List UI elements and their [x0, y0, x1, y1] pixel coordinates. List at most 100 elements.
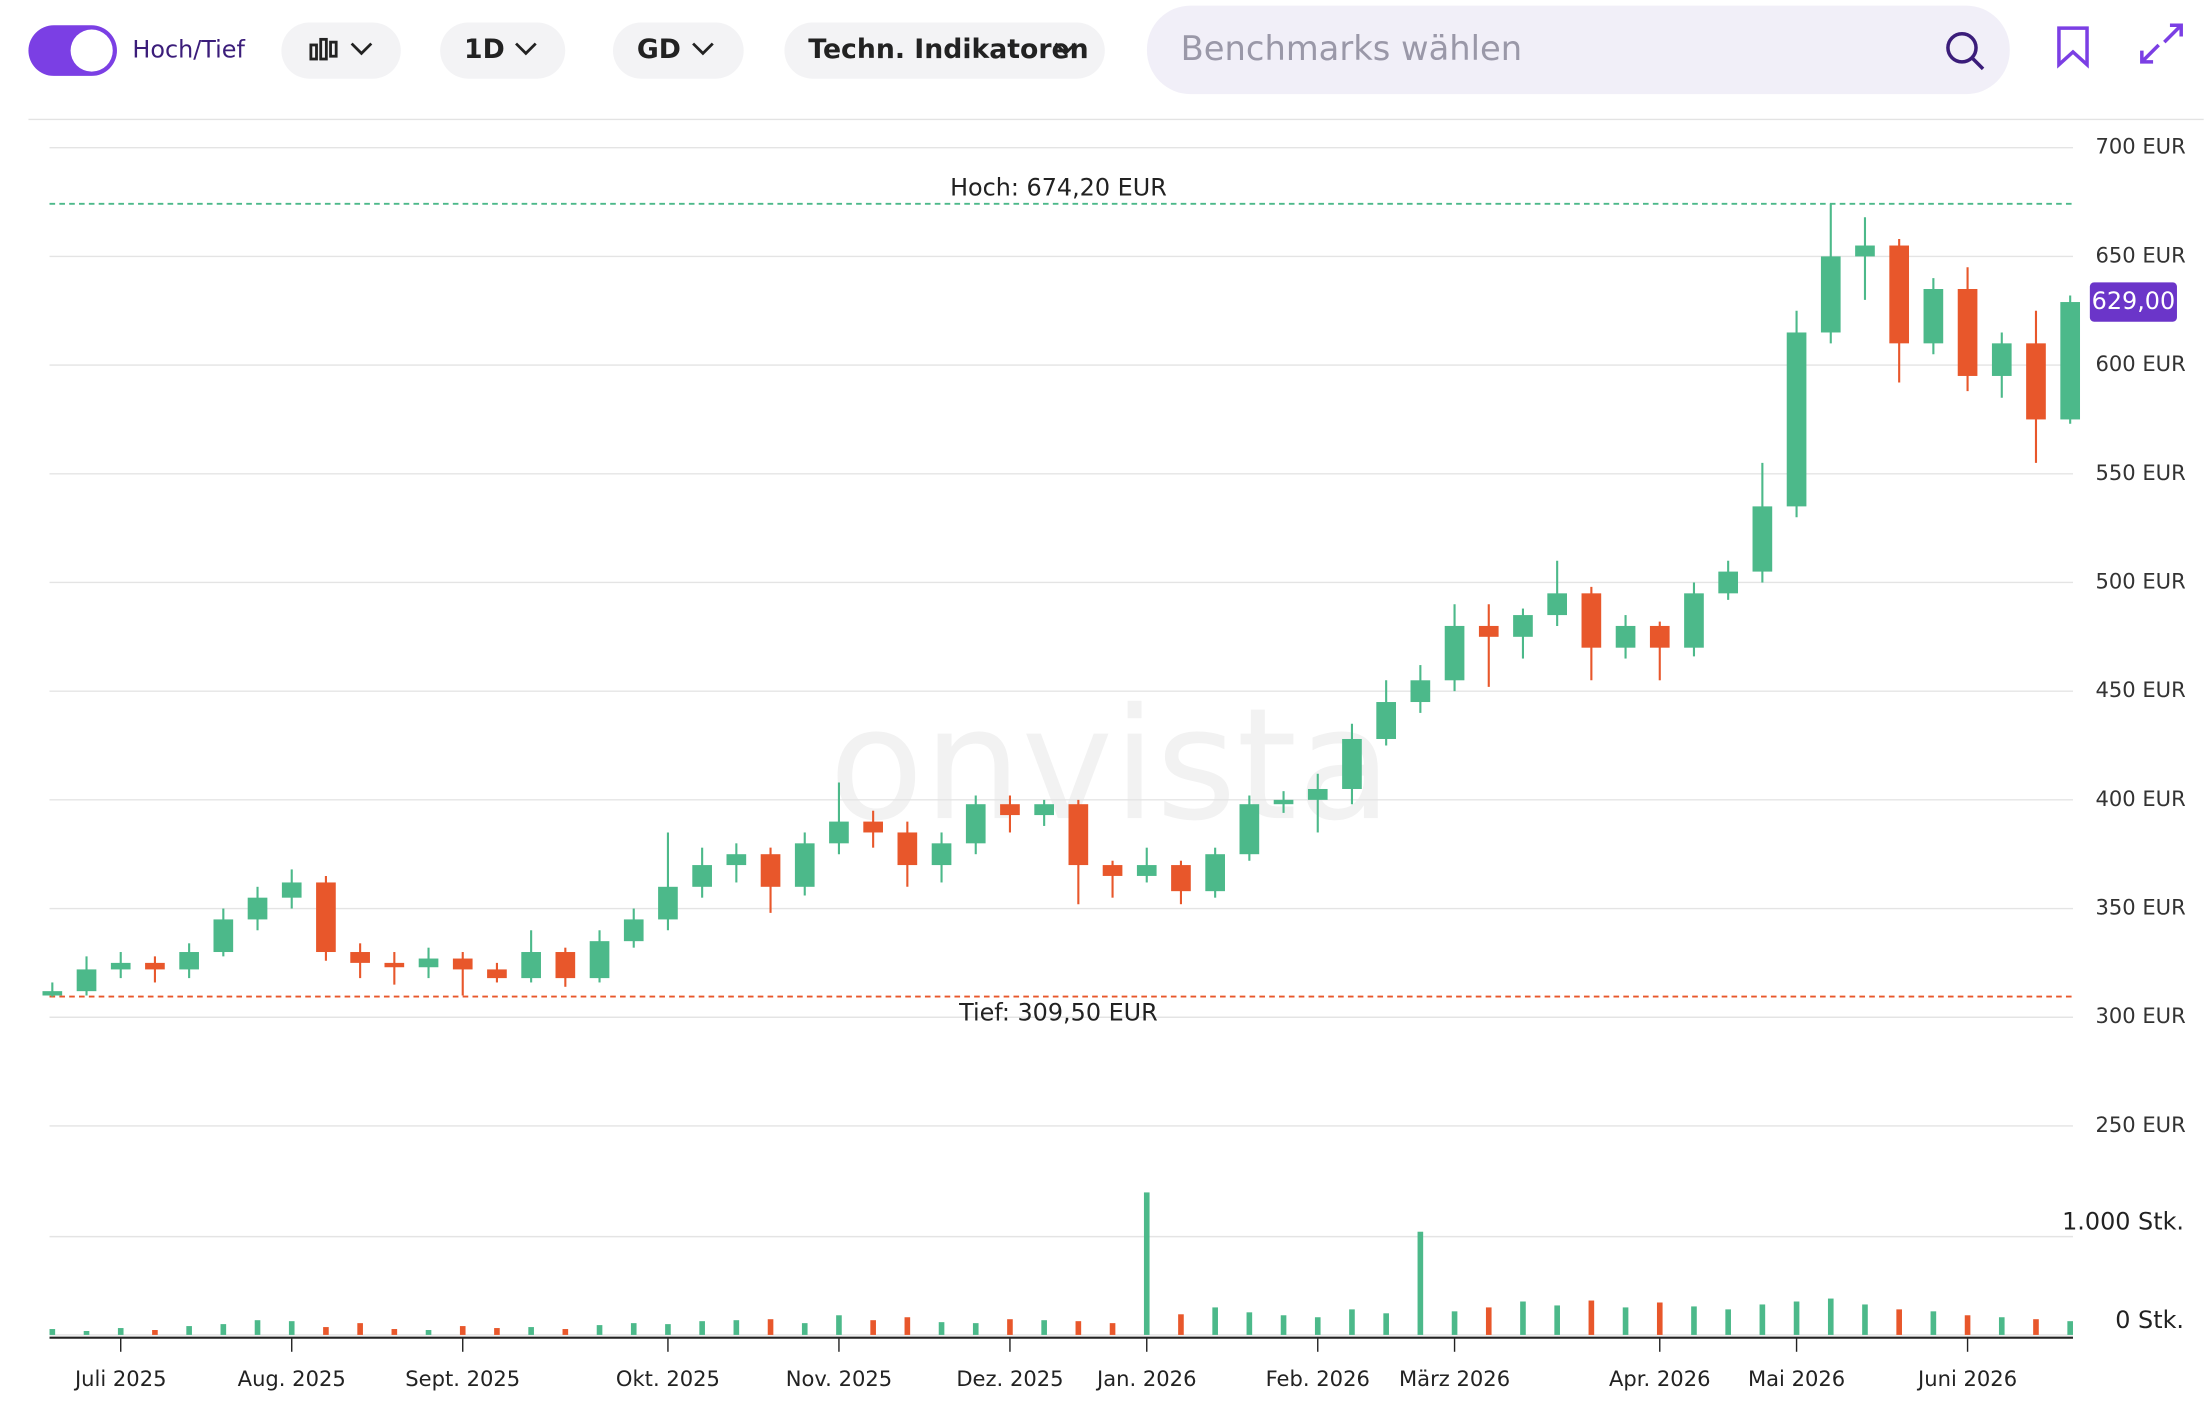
x-tick-label: Juli 2025 — [73, 1366, 167, 1391]
annotation-label: Tief: 309,50 EUR — [958, 998, 1158, 1026]
volume-bar — [1485, 1307, 1492, 1335]
volume-bar — [1656, 1302, 1663, 1335]
volume-bar — [459, 1326, 466, 1335]
candle-body — [145, 962, 165, 970]
candle-body — [1581, 593, 1602, 648]
volume-bar — [254, 1320, 261, 1335]
volume-bar — [1998, 1317, 2005, 1335]
chart-type-button[interactable] — [281, 22, 401, 79]
volume-bar — [1417, 1231, 1424, 1335]
candle-body — [213, 919, 234, 953]
volume-bar — [1691, 1306, 1697, 1335]
candle-body — [555, 952, 576, 979]
candle-body — [589, 941, 610, 979]
candle-body — [179, 952, 199, 970]
candle-body — [1615, 625, 1636, 648]
candle-body — [418, 958, 439, 968]
y-tick-label: 400 EUR — [2095, 786, 2186, 811]
y-tick-label: 250 EUR — [2095, 1112, 2186, 1137]
volume-bar — [938, 1322, 945, 1335]
volume-bar — [1246, 1312, 1253, 1335]
chevron — [515, 42, 537, 56]
volume-bar — [117, 1328, 124, 1335]
x-tick-label: Feb. 2026 — [1266, 1366, 1370, 1391]
indicators-button[interactable] — [784, 22, 1105, 79]
candle-body — [1786, 332, 1807, 507]
candle-body — [1307, 788, 1328, 800]
candle-body — [1136, 865, 1157, 876]
volume-bar — [1143, 1192, 1150, 1335]
search-icon[interactable] — [1946, 31, 1985, 71]
x-tick-label: Mai 2026 — [1748, 1366, 1845, 1391]
interval-label: 1D — [464, 34, 505, 65]
candle-body — [692, 865, 712, 887]
chevron — [1054, 42, 1077, 56]
volume-tick-label: 1.000 Stk. — [2062, 1208, 2184, 1236]
volume-bar — [2067, 1321, 2073, 1335]
volume-bar — [1041, 1320, 1047, 1335]
volume-bar — [1930, 1311, 1937, 1335]
volume-bar — [186, 1326, 192, 1335]
interval-button[interactable] — [440, 22, 566, 79]
candle-body — [658, 886, 678, 920]
candle-body — [1923, 289, 1944, 344]
candle-body — [1513, 615, 1533, 637]
volume-bar — [1075, 1321, 1082, 1335]
y-tick-label: 350 EUR — [2095, 895, 2186, 920]
average-label: GD — [637, 34, 681, 65]
candle-body — [76, 969, 97, 992]
volume-bar — [49, 1329, 56, 1335]
volume-bar — [1588, 1300, 1595, 1335]
candle-body — [1205, 854, 1225, 892]
indicators-label: Techn. Indikatoren — [808, 34, 1088, 65]
candle-body — [726, 854, 747, 866]
candle-body — [1547, 593, 1567, 616]
toggle-label[interactable]: Hoch/Tief — [132, 36, 245, 64]
y-tick-label: 600 EUR — [2095, 351, 2186, 376]
candle-body — [1991, 343, 2012, 376]
x-tick-label: Okt. 2025 — [616, 1366, 720, 1391]
volume-bar — [801, 1323, 808, 1335]
volume-bar — [1862, 1304, 1868, 1335]
candle-body — [1752, 506, 1773, 572]
candle-body — [965, 804, 986, 844]
expand-icon[interactable] — [2140, 23, 2183, 64]
y-tick-label: 450 EUR — [2095, 677, 2186, 702]
candle-body — [1444, 625, 1465, 681]
bookmark-icon[interactable] — [2057, 26, 2089, 69]
volume-bar — [699, 1321, 705, 1335]
volume-bar — [1964, 1315, 1971, 1335]
search-placeholder: Benchmarks wählen — [1181, 29, 1522, 68]
x-tick-label: Aug. 2025 — [238, 1366, 346, 1391]
x-tick-label: Apr. 2026 — [1609, 1366, 1711, 1391]
chevron — [692, 42, 714, 56]
candle-body — [1478, 625, 1499, 637]
volume-bar — [1383, 1313, 1389, 1335]
candle-icon — [309, 37, 373, 61]
candle-body — [931, 843, 952, 866]
y-tick-label: 650 EUR — [2095, 242, 2186, 267]
candle-body — [1376, 702, 1396, 739]
volume-bar — [904, 1317, 911, 1335]
candle-body — [1889, 245, 1910, 344]
x-tick-label: Jan. 2026 — [1095, 1366, 1196, 1391]
candle-body — [487, 969, 507, 979]
candle-body — [623, 919, 644, 942]
volume-bar — [1896, 1309, 1902, 1335]
x-tick-label: Juni 2026 — [1916, 1366, 2017, 1391]
volume-bar — [425, 1330, 432, 1335]
candle-body — [247, 897, 268, 920]
candle-body — [794, 843, 815, 887]
volume-bar — [391, 1329, 398, 1335]
x-tick-label: Dez. 2025 — [956, 1366, 1063, 1391]
last-price-box — [2089, 282, 2177, 322]
candle-body — [1820, 256, 1841, 333]
volume-bar — [220, 1324, 227, 1335]
average-button[interactable] — [612, 22, 744, 79]
volume-bar — [1827, 1298, 1834, 1335]
search-box[interactable] — [1146, 5, 2010, 95]
volume-bar — [562, 1329, 569, 1335]
candle-body — [1957, 289, 1978, 376]
